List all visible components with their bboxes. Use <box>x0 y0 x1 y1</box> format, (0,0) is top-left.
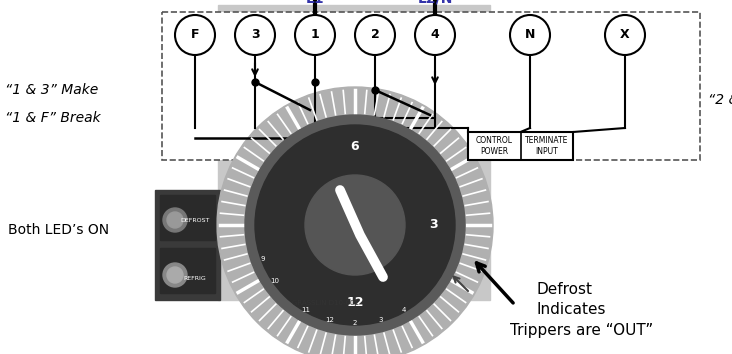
Text: 1: 1 <box>310 29 319 41</box>
Text: F: F <box>191 29 199 41</box>
Text: 6: 6 <box>351 141 359 154</box>
Text: REFRIG: REFRIG <box>184 275 206 280</box>
Circle shape <box>217 87 493 354</box>
Text: 12: 12 <box>325 317 334 322</box>
Text: 2: 2 <box>370 29 379 41</box>
Circle shape <box>355 15 395 55</box>
Bar <box>162 12 700 160</box>
Text: “1 & F” Break: “1 & F” Break <box>5 111 100 125</box>
Bar <box>468 132 573 160</box>
Text: L1: L1 <box>306 0 324 6</box>
Bar <box>155 190 220 300</box>
Text: “2 & 4” Make: “2 & 4” Make <box>708 93 732 107</box>
Text: 3: 3 <box>378 317 383 322</box>
Text: Defrost: Defrost <box>536 282 592 297</box>
Text: 3: 3 <box>429 218 437 232</box>
Circle shape <box>245 115 465 335</box>
Text: DEFROST: DEFROST <box>180 217 209 223</box>
Text: 11: 11 <box>302 307 310 313</box>
Circle shape <box>415 15 455 55</box>
Bar <box>160 248 215 293</box>
Circle shape <box>510 15 550 55</box>
Bar <box>160 195 215 240</box>
Text: 4: 4 <box>430 29 439 41</box>
Text: 12: 12 <box>346 297 364 309</box>
Text: N: N <box>525 29 535 41</box>
Circle shape <box>255 125 455 325</box>
Circle shape <box>605 15 645 55</box>
Text: X: X <box>620 29 630 41</box>
Circle shape <box>167 212 183 228</box>
Text: Trippers are “OUT”: Trippers are “OUT” <box>510 322 653 337</box>
Text: Indicates: Indicates <box>536 303 605 318</box>
Text: 2: 2 <box>353 320 357 326</box>
Text: L2/N: L2/N <box>417 0 452 6</box>
Bar <box>218 5 490 300</box>
Text: 3: 3 <box>250 29 259 41</box>
Text: 9: 9 <box>261 256 265 262</box>
Circle shape <box>295 15 335 55</box>
Text: 10: 10 <box>270 278 279 284</box>
Text: TERMINATE
INPUT: TERMINATE INPUT <box>525 136 569 156</box>
Circle shape <box>305 175 405 275</box>
Circle shape <box>175 15 215 55</box>
Circle shape <box>235 15 275 55</box>
Text: 4: 4 <box>402 307 406 313</box>
Circle shape <box>163 208 187 232</box>
Circle shape <box>167 267 183 283</box>
Text: “1 & 3” Make: “1 & 3” Make <box>5 83 98 97</box>
Text: Both LED’s ON: Both LED’s ON <box>8 223 109 237</box>
Text: CONTROL
POWER: CONTROL POWER <box>476 136 512 156</box>
Circle shape <box>163 263 187 287</box>
Text: GRASSLIN D10-001: GRASSLIN D10-001 <box>291 300 359 306</box>
